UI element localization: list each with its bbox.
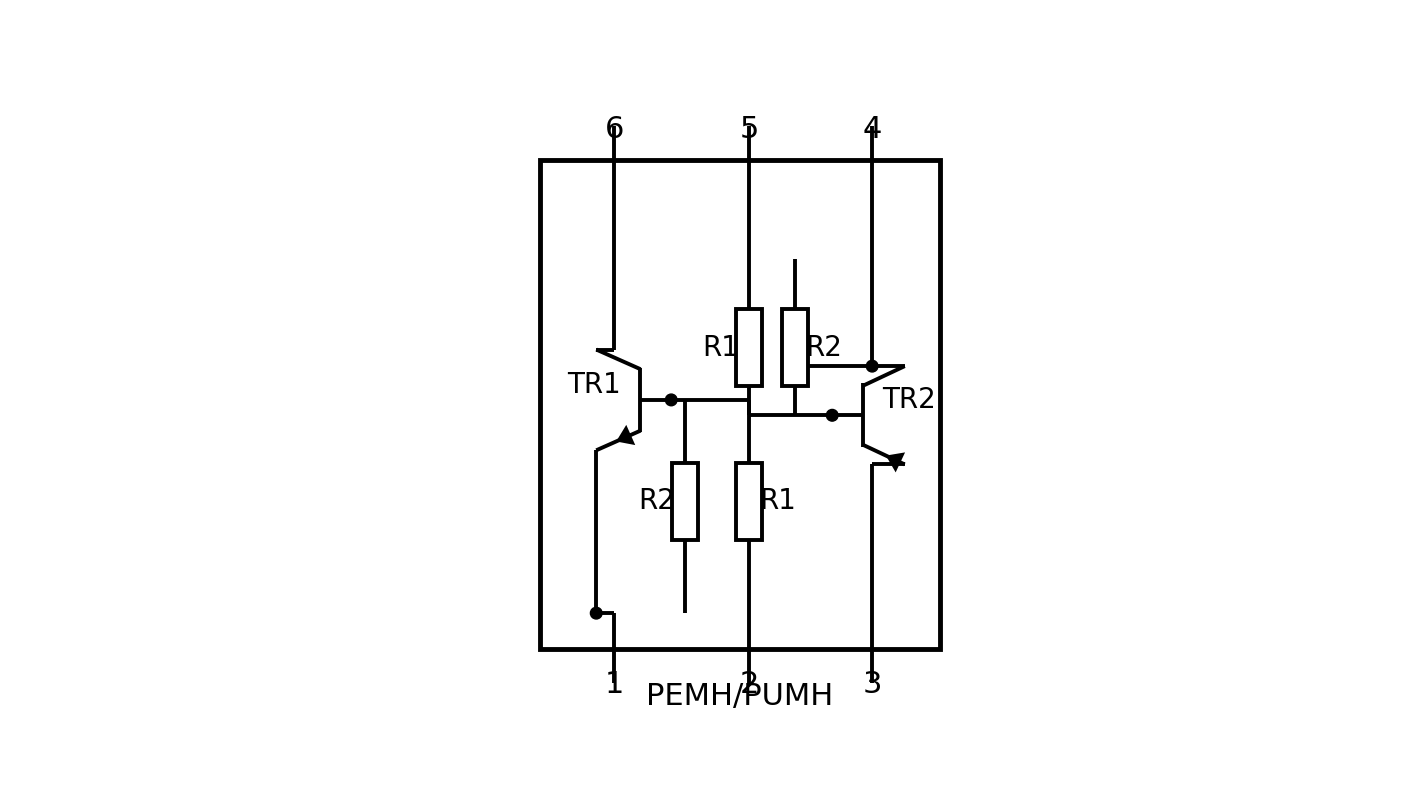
Text: R2: R2: [638, 488, 674, 516]
Text: 4: 4: [862, 115, 882, 144]
Bar: [737, 310, 763, 386]
Text: TR2: TR2: [882, 386, 936, 414]
Text: R2: R2: [805, 334, 842, 361]
Bar: [782, 310, 808, 386]
Text: R1: R1: [703, 334, 740, 361]
Text: PEMH/PUMH: PEMH/PUMH: [646, 682, 834, 711]
Text: 6: 6: [605, 115, 623, 144]
Text: 5: 5: [740, 115, 758, 144]
Circle shape: [591, 607, 602, 619]
Circle shape: [866, 360, 878, 372]
Circle shape: [666, 394, 677, 405]
Text: 3: 3: [862, 670, 882, 699]
Circle shape: [826, 409, 838, 421]
Text: TR1: TR1: [568, 370, 622, 398]
Text: 1: 1: [605, 670, 623, 699]
Text: 2: 2: [740, 670, 758, 699]
Bar: [737, 463, 763, 539]
Bar: [672, 463, 697, 539]
Text: R1: R1: [760, 488, 797, 516]
Bar: [541, 160, 940, 649]
Polygon shape: [616, 425, 635, 445]
Polygon shape: [886, 452, 905, 472]
